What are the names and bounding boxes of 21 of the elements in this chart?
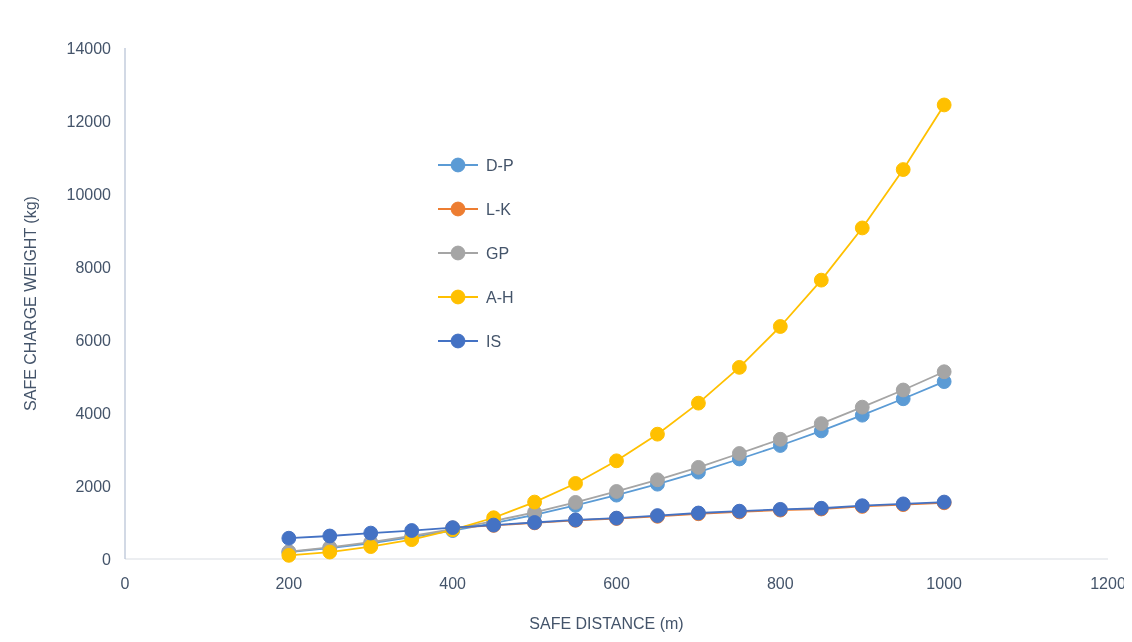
x-tick-label: 1000 xyxy=(926,575,963,592)
y-axis-title: SAFE CHARGE WEIGHT (kg) xyxy=(22,196,39,411)
y-tick-label: 2000 xyxy=(75,478,112,495)
y-tick-label: 14000 xyxy=(66,40,112,57)
legend-label: L-K xyxy=(486,201,512,218)
y-tick-label: 8000 xyxy=(75,259,112,276)
legend-label: GP xyxy=(486,245,510,262)
y-tick-label: 4000 xyxy=(75,405,112,422)
x-tick-label: 600 xyxy=(603,575,630,592)
x-axis-title: SAFE DISTANCE (m) xyxy=(529,615,684,632)
x-tick-label: 800 xyxy=(766,575,794,592)
legend-label: D-P xyxy=(486,157,514,174)
y-tick-label: 10000 xyxy=(66,186,112,203)
y-tick-label: 6000 xyxy=(75,332,112,349)
legend-label: IS xyxy=(486,333,502,350)
y-tick-label: 12000 xyxy=(66,113,112,130)
y-tick-label: 0 xyxy=(102,551,112,568)
x-tick-label: 400 xyxy=(439,575,467,592)
legend-label: A-H xyxy=(486,289,514,306)
x-tick-label: 200 xyxy=(275,575,303,592)
x-tick-label: 0 xyxy=(120,575,130,592)
